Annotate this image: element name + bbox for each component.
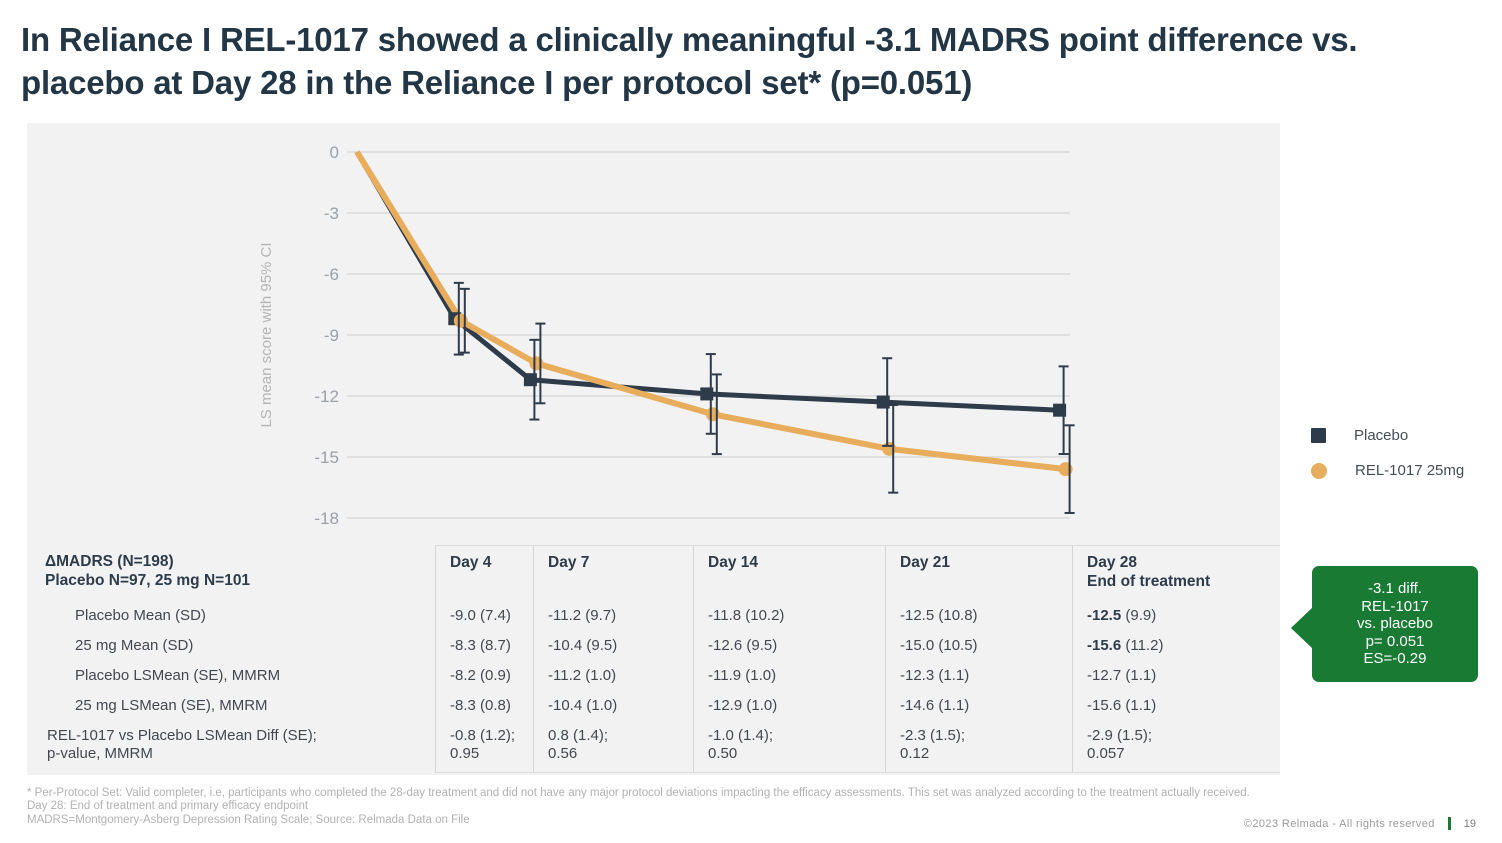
callout-arrow-icon xyxy=(1291,607,1313,649)
legend-item-placebo: Placebo xyxy=(1311,427,1464,444)
table-cell: -2.9 (1.5); 0.057 xyxy=(1072,721,1280,773)
madrs-data-table: ΔMADRS (N=198) Placebo N=97, 25 mg N=101… xyxy=(45,545,1280,773)
table-cell: -0.8 (1.2); 0.95 xyxy=(435,721,533,773)
table-cell: -15.6 (1.1) xyxy=(1072,691,1280,721)
table-cell: -15.6 (11.2) xyxy=(1072,631,1280,661)
table-cell: -12.5 (9.9) xyxy=(1072,601,1280,631)
footnote-line: MADRS=Montgomery-Asberg Depression Ratin… xyxy=(27,813,470,826)
callout-text: -3.1 diff. REL-1017 vs. placebo p= 0.051… xyxy=(1357,580,1433,668)
column-header-day14: Day 14 xyxy=(693,545,885,601)
row-label-lsmean-diff: REL-1017 vs Placebo LSMean Diff (SE); p-… xyxy=(47,727,317,762)
footnote-line: Day 28: End of treatment and primary eff… xyxy=(27,800,309,813)
y-tick-label: -15 xyxy=(314,448,339,467)
table-cell: 0.8 (1.4); 0.56 xyxy=(533,721,693,773)
column-header-day28: Day 28 End of treatment xyxy=(1072,545,1280,601)
footer: ©2023 Relmada - All rights reserved 19 xyxy=(1244,817,1476,830)
table-cell: -12.9 (1.0) xyxy=(693,691,885,721)
y-tick-label: -3 xyxy=(324,204,339,223)
footnotes: * Per-Protocol Set: Valid completer, i.e… xyxy=(27,787,1250,827)
column-header-day7: Day 7 xyxy=(533,545,693,601)
table-cell: -11.8 (10.2) xyxy=(693,601,885,631)
table-cell: -14.6 (1.1) xyxy=(885,691,1072,721)
table-cell: -12.7 (1.1) xyxy=(1072,661,1280,691)
result-callout: -3.1 diff. REL-1017 vs. placebo p= 0.051… xyxy=(1291,566,1478,682)
table-cell: -12.6 (9.5) xyxy=(693,631,885,661)
placebo-line xyxy=(354,150,1060,413)
value-sd: (11.2) xyxy=(1121,637,1164,654)
table-cell: -11.2 (9.7) xyxy=(533,601,693,631)
table-cell: -8.3 (0.8) xyxy=(435,691,533,721)
page-title: In Reliance I REL-1017 showed a clinical… xyxy=(21,21,1358,101)
y-tick-label: -18 xyxy=(314,509,339,528)
copyright-text: ©2023 Relmada - All rights reserved xyxy=(1243,817,1435,830)
legend-label-rel1017: REL-1017 25mg xyxy=(1355,462,1465,479)
bold-value: -12.5 xyxy=(1087,607,1122,624)
row-label-25mg-lsmean: 25 mg LSMean (SE), MMRM xyxy=(75,697,268,714)
column-header-day21: Day 21 xyxy=(885,545,1072,601)
table-header-label: ΔMADRS (N=198) Placebo N=97, 25 mg N=101 xyxy=(45,553,251,589)
table-cell: -11.2 (1.0) xyxy=(533,661,693,691)
footnote-line: * Per-Protocol Set: Valid completer, i.e… xyxy=(27,787,1250,799)
rel1017-circle-icon xyxy=(1311,462,1327,479)
row-label-placebo-lsmean: Placebo LSMean (SE), MMRM xyxy=(75,667,281,684)
table-cell: -11.9 (1.0) xyxy=(693,661,885,691)
y-tick-label: -9 xyxy=(324,326,339,345)
table-cell: -2.3 (1.5); 0.12 xyxy=(885,721,1072,773)
y-tick-label: -12 xyxy=(314,387,339,406)
table-cell: -12.3 (1.1) xyxy=(885,661,1072,691)
y-tick-label: 0 xyxy=(330,143,339,162)
placebo-square-icon xyxy=(1311,428,1326,443)
page-divider-bar xyxy=(1447,817,1451,830)
table-cell: -12.5 (10.8) xyxy=(885,601,1072,631)
table-cell: -9.0 (7.4) xyxy=(435,601,533,631)
table-cell: -10.4 (1.0) xyxy=(533,691,693,721)
chart-table-panel: 0 -3 -6 -9 -12 -15 -18 LS mean score with 95% C… xyxy=(27,123,1280,775)
legend-item-rel1017: REL-1017 25mg xyxy=(1311,462,1464,479)
bold-value: -15.6 xyxy=(1087,637,1122,654)
row-label-placebo-mean: Placebo Mean (SD) xyxy=(75,607,206,624)
table-cell: -10.4 (9.5) xyxy=(533,631,693,661)
y-axis-title: LS mean score with 95% CI xyxy=(258,242,275,427)
row-label-25mg-mean: 25 mg Mean (SD) xyxy=(75,637,194,654)
value-sd: (9.9) xyxy=(1121,607,1157,624)
table-cell: -1.0 (1.4); 0.50 xyxy=(693,721,885,773)
rel-1017-25mg-line xyxy=(354,150,1066,473)
table-cell: -8.3 (8.7) xyxy=(435,631,533,661)
madrs-line-chart: 0 -3 -6 -9 -12 -15 -18 LS mean score with 95% C… xyxy=(258,143,1075,528)
chart-legend: Placebo REL-1017 25mg xyxy=(1311,427,1464,479)
page-number: 19 xyxy=(1463,817,1476,830)
column-header-day4: Day 4 xyxy=(435,545,533,601)
y-tick-label: -6 xyxy=(324,265,339,284)
table-cell: -8.2 (0.9) xyxy=(435,661,533,691)
table-cell: -15.0 (10.5) xyxy=(885,631,1072,661)
legend-label-placebo: Placebo xyxy=(1354,427,1409,444)
